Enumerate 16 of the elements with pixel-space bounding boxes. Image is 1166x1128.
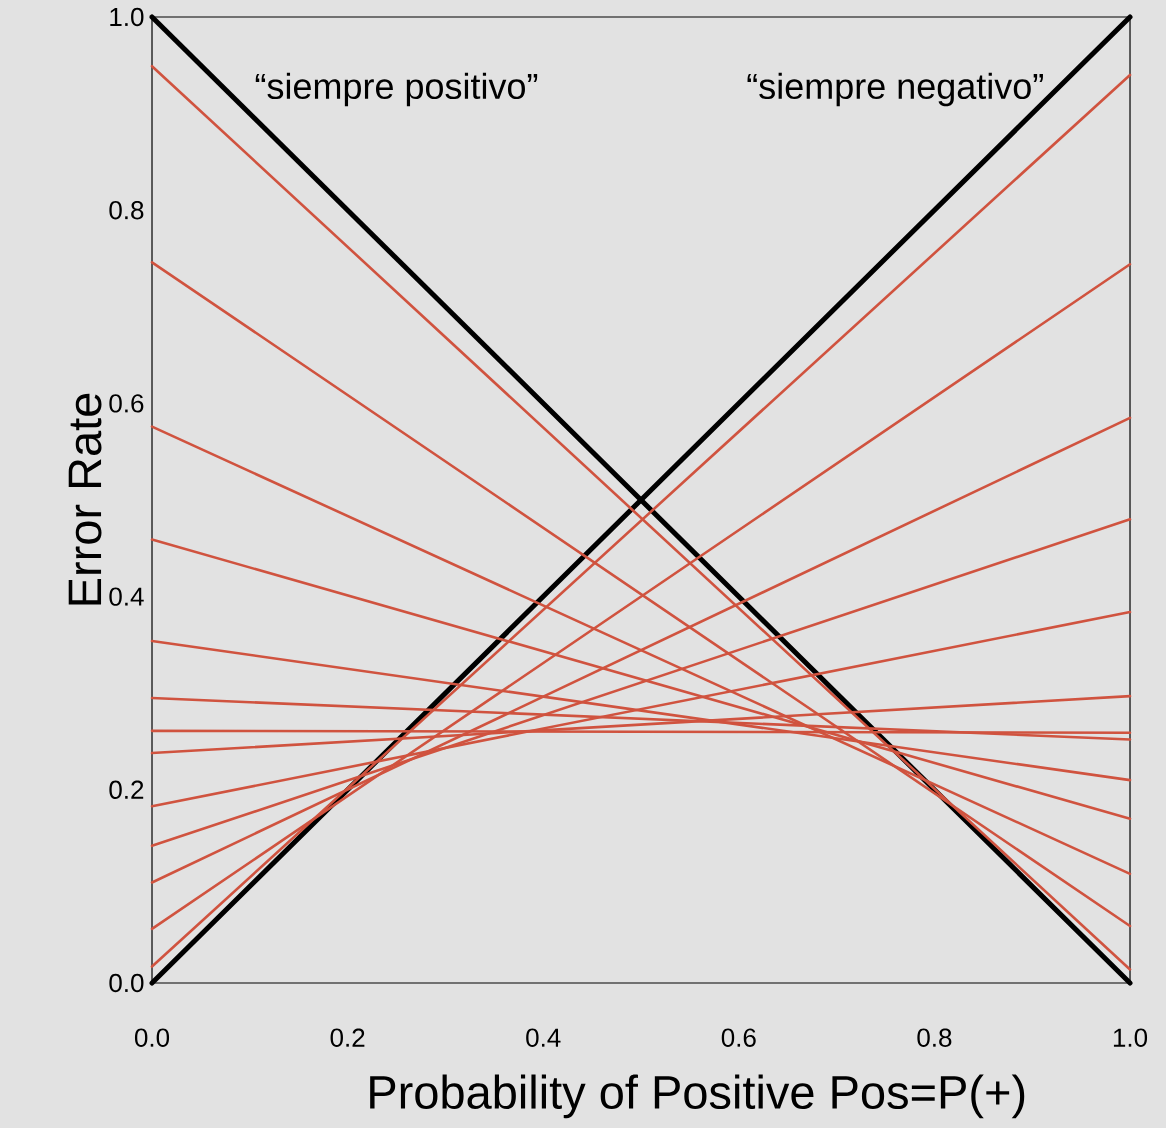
- y-axis-title: Error Rate: [68, 393, 102, 605]
- annotation: “siempre positivo”: [255, 72, 538, 107]
- x-tick-label: 0.4: [526, 1028, 561, 1047]
- x-tick-label: 1.0: [1113, 1028, 1148, 1047]
- x-tick-label: 0.6: [721, 1028, 756, 1047]
- annotation: “siempre negativo”: [747, 72, 1043, 107]
- y-tick-label: 0.6: [109, 394, 144, 413]
- x-tick-label: 0.8: [917, 1028, 952, 1047]
- x-tick-label: 0.0: [134, 1028, 170, 1047]
- y-tick-label: 0.4: [109, 587, 144, 606]
- y-tick-label: 1.0: [110, 7, 144, 27]
- x-tick-label: 0.2: [330, 1028, 365, 1047]
- y-tick-label: 0.2: [109, 780, 144, 799]
- y-tick-label: 0.0: [109, 973, 144, 993]
- x-axis-title: Probability of Positive Pos=P(+): [370, 1074, 1025, 1119]
- y-tick-label: 0.8: [109, 200, 144, 220]
